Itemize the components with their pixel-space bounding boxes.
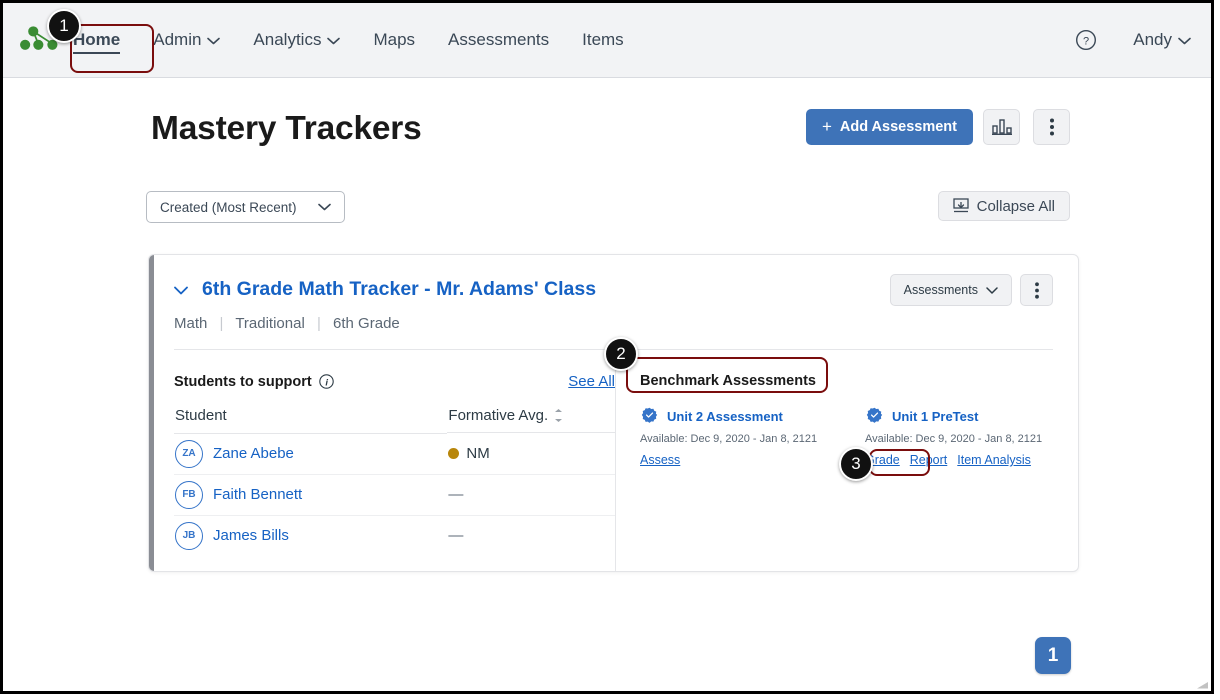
svg-text:?: ? xyxy=(1083,36,1089,48)
svg-text:i: i xyxy=(325,378,328,389)
